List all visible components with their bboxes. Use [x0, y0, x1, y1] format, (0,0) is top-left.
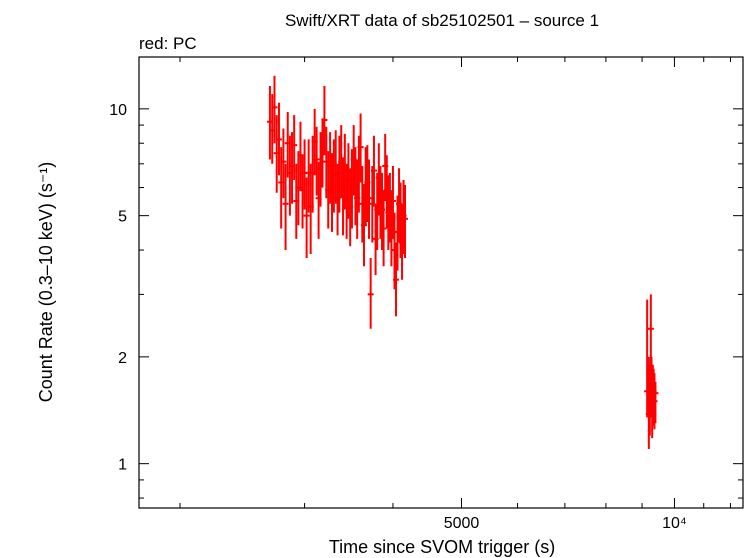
data-point — [366, 159, 373, 239]
data-point — [357, 113, 364, 183]
data-point — [303, 177, 310, 258]
data-point — [280, 128, 287, 199]
data-points — [266, 75, 659, 449]
data-point — [313, 126, 320, 196]
data-point — [370, 135, 377, 207]
data-point — [393, 242, 400, 317]
y-tick-label: 10 — [109, 102, 127, 119]
y-axis-label: Count Rate (0.3–10 keV) (s⁻¹) — [36, 162, 56, 403]
data-point — [402, 185, 409, 258]
y-tick-label: 1 — [118, 457, 127, 474]
chart-subtitle: red: PC — [139, 34, 197, 53]
data-point — [321, 85, 328, 156]
data-point — [275, 102, 282, 176]
plot-frame — [138, 56, 744, 509]
chart-title: Swift/XRT data of sb25102501 – source 1 — [285, 11, 599, 30]
data-point — [291, 115, 298, 181]
y-tick-label: 5 — [118, 209, 127, 226]
x-axis-label: Time since SVOM trigger (s) — [329, 537, 555, 557]
x-tick-label: 5000 — [444, 515, 480, 532]
data-point — [367, 257, 374, 329]
data-point — [271, 75, 278, 144]
data-point — [282, 163, 289, 251]
data-point — [389, 166, 396, 239]
tick-labels: 5000 10⁴ 1 2 5 10 — [109, 102, 687, 532]
x-tick-label: 10⁴ — [662, 515, 687, 532]
data-point — [652, 381, 659, 424]
y-tick-label: 2 — [118, 350, 127, 367]
data-point — [380, 190, 387, 267]
axis-ticks — [139, 57, 743, 508]
